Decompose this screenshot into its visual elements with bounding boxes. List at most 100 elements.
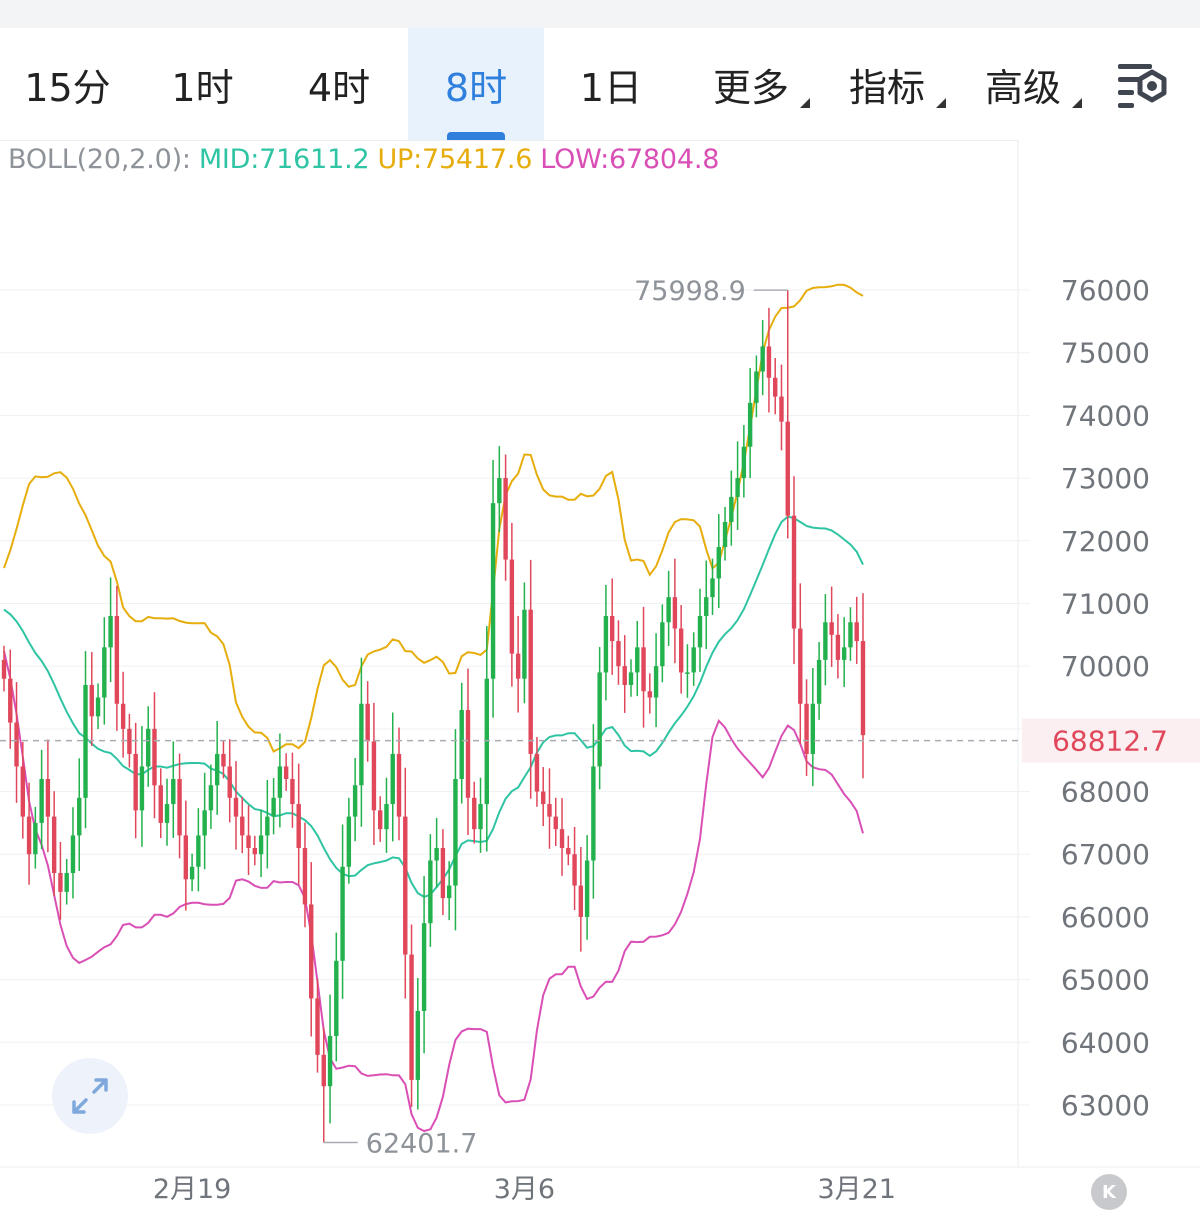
chart-settings-button[interactable] bbox=[1112, 58, 1172, 114]
candle-body bbox=[497, 478, 502, 504]
candle-body bbox=[704, 597, 709, 616]
y-tick-label: 71000 bbox=[1061, 587, 1150, 620]
candle-body bbox=[773, 377, 778, 397]
candle-body bbox=[747, 402, 753, 447]
candle-body bbox=[446, 885, 452, 899]
legend-indicator-name: BOLL(20,2.0): bbox=[8, 144, 191, 175]
tab-1d[interactable]: 1日 bbox=[544, 28, 678, 140]
candle-body bbox=[403, 816, 408, 955]
legend-low: LOW:67804.8 bbox=[540, 144, 720, 175]
tab-8h[interactable]: 8时 bbox=[408, 28, 544, 140]
candle-body bbox=[384, 804, 389, 830]
dropdown-caret-icon bbox=[800, 98, 810, 108]
candle-body bbox=[1, 659, 7, 679]
candle-body bbox=[635, 647, 640, 673]
candle-body bbox=[233, 797, 239, 817]
candle-body bbox=[810, 703, 816, 754]
candle-body bbox=[315, 998, 320, 1055]
y-tick-label: 74000 bbox=[1061, 399, 1150, 432]
candle-body bbox=[559, 829, 565, 848]
candle-body bbox=[729, 496, 734, 522]
candle-body bbox=[133, 753, 138, 811]
legend-mid: MID:71611.2 bbox=[198, 144, 370, 175]
y-tick-label: 66000 bbox=[1061, 901, 1150, 934]
candle-body bbox=[622, 666, 627, 685]
candle-body bbox=[791, 515, 797, 629]
candle-body bbox=[8, 678, 13, 723]
tab-label: 4时 bbox=[307, 65, 371, 110]
candle-body bbox=[164, 804, 170, 823]
candle-body bbox=[39, 779, 44, 823]
dropdown-caret-icon bbox=[936, 98, 946, 108]
candle-body bbox=[672, 597, 678, 629]
candle-body bbox=[327, 1036, 333, 1087]
candle-body bbox=[208, 785, 214, 811]
candle-body bbox=[509, 559, 515, 654]
candle-body bbox=[83, 684, 88, 798]
fullscreen-button[interactable] bbox=[52, 1058, 128, 1134]
candle-body bbox=[553, 816, 558, 830]
tab-label: 1日 bbox=[579, 65, 643, 110]
candle-body bbox=[478, 804, 483, 830]
candle-body bbox=[334, 960, 339, 1037]
active-tab-indicator bbox=[447, 132, 505, 140]
candle-body bbox=[415, 1010, 421, 1080]
candle-body bbox=[760, 346, 765, 372]
k-line-toggle-button[interactable]: K bbox=[1091, 1174, 1127, 1210]
candle-body bbox=[114, 616, 120, 704]
candle-body bbox=[214, 753, 220, 786]
candle-body bbox=[371, 741, 377, 811]
candle-body bbox=[89, 684, 94, 717]
candle-body bbox=[515, 653, 521, 679]
candle-body bbox=[829, 622, 834, 635]
candle-body bbox=[227, 766, 232, 798]
candle-body bbox=[70, 835, 76, 874]
tab-1h[interactable]: 1时 bbox=[135, 28, 270, 140]
candle-body bbox=[522, 609, 527, 679]
candle-body bbox=[189, 866, 195, 880]
candle-body bbox=[33, 822, 38, 855]
candle-body bbox=[152, 728, 157, 786]
candle-body bbox=[102, 647, 107, 698]
candle-body bbox=[440, 847, 446, 899]
candle-body bbox=[578, 885, 584, 917]
y-tick-label: 75000 bbox=[1061, 337, 1150, 370]
timeframe-tab-bar: 15分 1时 4时 8时 1日 更多 指标 高级 bbox=[0, 28, 1200, 141]
candle-body bbox=[766, 346, 772, 378]
candle-body bbox=[120, 703, 126, 729]
candle-body bbox=[653, 666, 659, 698]
candle-body bbox=[779, 396, 784, 422]
candle-body bbox=[490, 503, 496, 679]
candle-body bbox=[666, 597, 671, 623]
tab-advanced[interactable]: 高级 bbox=[962, 28, 1084, 140]
candle-body bbox=[51, 816, 57, 874]
candle-body bbox=[459, 710, 464, 779]
tab-4h[interactable]: 4时 bbox=[270, 28, 408, 140]
y-tick-label: 63000 bbox=[1061, 1089, 1150, 1122]
candle-body bbox=[566, 847, 571, 855]
tab-indicators[interactable]: 指标 bbox=[826, 28, 948, 140]
candle-body bbox=[171, 779, 176, 805]
tab-15min[interactable]: 15分 bbox=[0, 28, 135, 140]
candlestick-chart[interactable]: 63000 64000 65000 66000 67000 68000 70000 71000… bbox=[0, 140, 1200, 1217]
min-price-label: 62401.7 bbox=[366, 1129, 478, 1160]
candle-body bbox=[541, 791, 546, 805]
candle-body bbox=[158, 785, 163, 823]
candle-body bbox=[183, 835, 189, 880]
dropdown-caret-icon bbox=[1072, 98, 1082, 108]
price-axis-background bbox=[1018, 140, 1200, 1167]
candle-body bbox=[697, 616, 703, 648]
y-tick-label: 76000 bbox=[1061, 274, 1150, 307]
candle-body bbox=[196, 835, 201, 867]
candle-body bbox=[64, 873, 69, 892]
candle-body bbox=[290, 779, 295, 805]
boll-mid-line bbox=[3, 515, 864, 898]
candle-body bbox=[277, 766, 283, 798]
candle-body bbox=[660, 622, 665, 667]
candle-body bbox=[716, 547, 721, 579]
candle-body bbox=[352, 785, 358, 817]
tab-more[interactable]: 更多 bbox=[690, 28, 812, 140]
y-tick-label: 72000 bbox=[1061, 525, 1150, 558]
candle-body bbox=[453, 779, 458, 886]
candle-body bbox=[346, 816, 352, 867]
